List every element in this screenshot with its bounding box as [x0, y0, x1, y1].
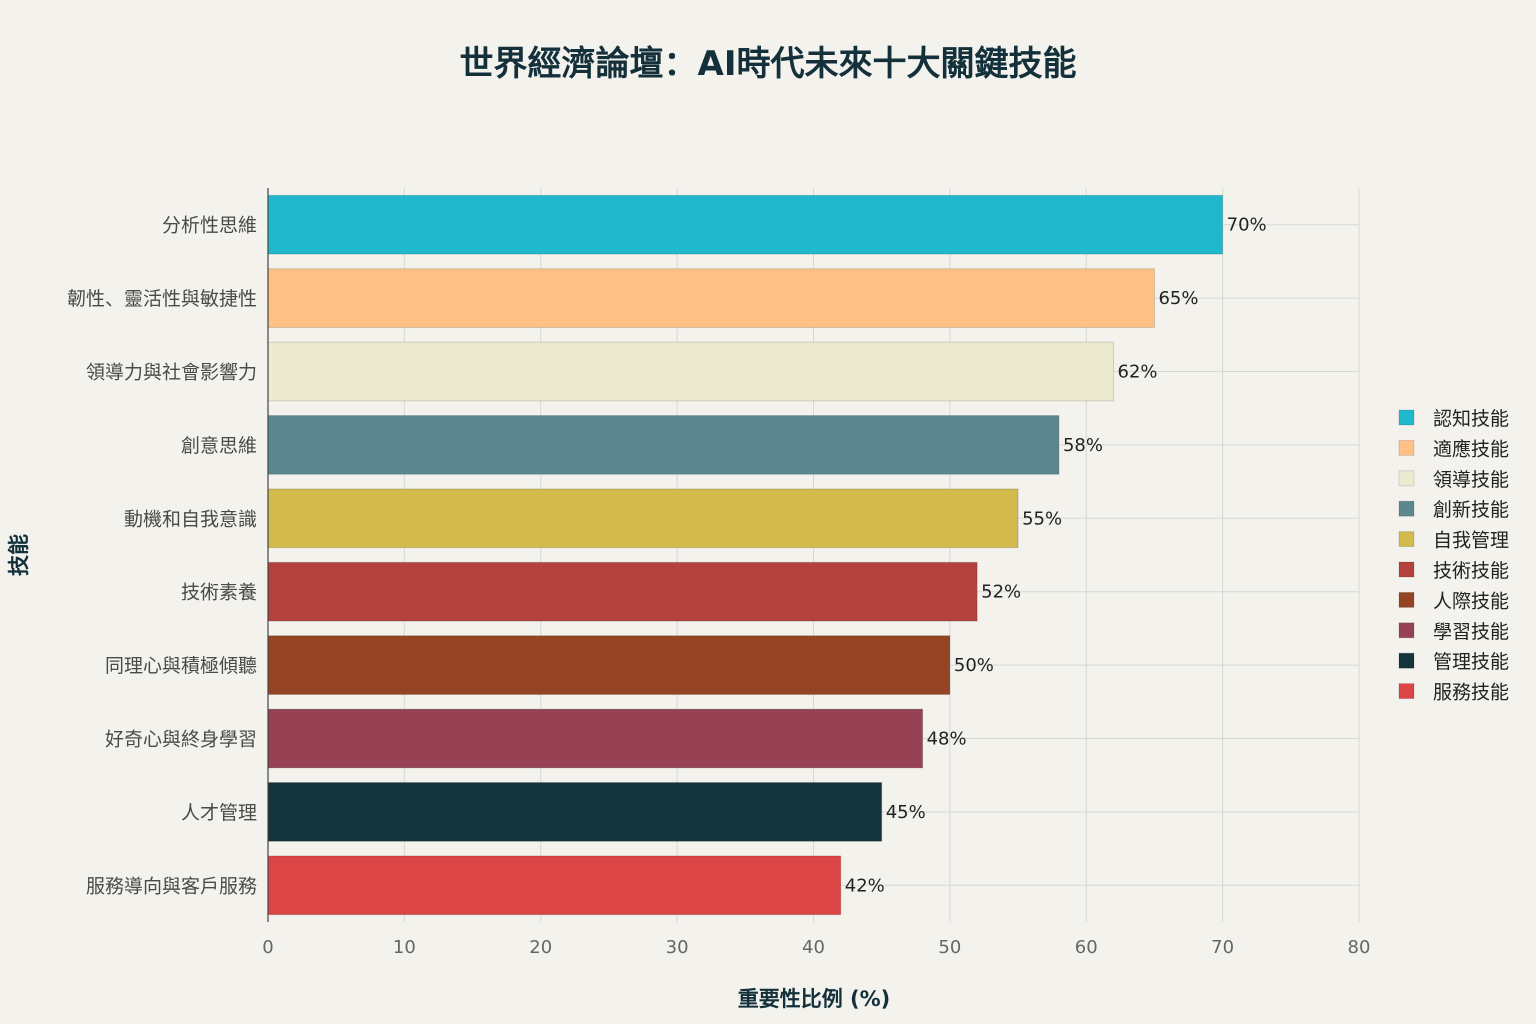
x-tick-label: 10 [393, 937, 416, 958]
x-tick-label: 70 [1211, 937, 1234, 958]
legend-swatch [1398, 591, 1415, 608]
legend-label: 認知技能 [1433, 408, 1509, 430]
legend-label: 學習技能 [1433, 621, 1509, 643]
category-label: 創意思維 [181, 435, 257, 457]
bar-value-label: 48% [927, 729, 967, 750]
legend-swatch [1398, 531, 1415, 548]
legend-item[interactable]: 創新技能 [1398, 499, 1509, 521]
category-label: 服務導向與客戶服務 [86, 875, 257, 897]
bar[interactable] [267, 855, 842, 916]
category-label: 分析性思維 [162, 215, 257, 237]
bar-value-label: 70% [1227, 215, 1267, 236]
y-axis-title: 技能 [7, 534, 31, 576]
category-label: 好奇心與終身學習 [105, 729, 257, 751]
bar[interactable] [267, 415, 1060, 475]
legend-item[interactable]: 認知技能 [1398, 408, 1509, 430]
legend-label: 管理技能 [1433, 651, 1509, 673]
legend-label: 領導技能 [1433, 469, 1509, 491]
x-tick-label: 20 [529, 937, 552, 958]
legend-swatch [1398, 409, 1415, 426]
chart-title: 世界經濟論壇：AI時代未來十大關鍵技能 [460, 44, 1077, 84]
legend-item[interactable]: 自我管理 [1398, 530, 1509, 552]
bar-value-label: 45% [886, 802, 926, 823]
axes: 分析性思維韌性、靈活性與敏捷性領導力與社會影響力創意思維動機和自我意識技術素養同… [67, 188, 1370, 958]
legend-item[interactable]: 技術技能 [1398, 560, 1509, 582]
category-label: 人才管理 [181, 802, 257, 824]
bar[interactable] [267, 268, 1155, 328]
bar-value-label: 65% [1158, 288, 1198, 309]
legend-swatch [1398, 561, 1415, 578]
bar-value-label: 62% [1118, 362, 1158, 383]
x-axis-title: 重要性比例 (%) [738, 987, 891, 1011]
legend-swatch [1398, 500, 1415, 517]
bar[interactable] [267, 488, 1019, 549]
category-label: 動機和自我意識 [124, 508, 257, 530]
bar-value-label: 50% [954, 655, 994, 676]
legend-item[interactable]: 適應技能 [1398, 437, 1509, 460]
category-label: 領導力與社會影響力 [86, 362, 257, 384]
legend-item[interactable]: 學習技能 [1398, 621, 1509, 643]
legend-swatch [1398, 683, 1415, 700]
bars: 70% 65% 62% 58% 55% 52% 50% 48% 45% 42% [267, 194, 1267, 916]
legend-item[interactable]: 服務技能 [1398, 682, 1509, 704]
legend-swatch [1398, 439, 1415, 456]
bar-value-label: 55% [1022, 508, 1062, 529]
bar[interactable] [267, 782, 883, 842]
bar[interactable] [267, 635, 951, 695]
x-tick-label: 40 [802, 937, 825, 958]
bar-value-label: 52% [981, 582, 1021, 603]
legend-item[interactable]: 領導技能 [1398, 469, 1509, 491]
legend-label: 自我管理 [1433, 530, 1509, 552]
legend-label: 創新技能 [1433, 499, 1509, 521]
category-label: 同理心與積極傾聽 [105, 655, 257, 677]
bar-value-label: 42% [845, 875, 885, 896]
legend-swatch [1398, 652, 1415, 669]
legend-item[interactable]: 管理技能 [1398, 651, 1509, 673]
category-label: 技術素養 [181, 582, 257, 604]
legend-label: 服務技能 [1433, 682, 1509, 704]
category-label: 韌性、靈活性與敏捷性 [67, 288, 257, 310]
x-tick-label: 60 [1075, 937, 1098, 958]
bar-value-label: 58% [1063, 435, 1103, 456]
bar[interactable] [267, 561, 978, 622]
legend-label: 適應技能 [1433, 437, 1509, 460]
legend-swatch [1398, 622, 1415, 639]
x-tick-label: 0 [262, 937, 273, 958]
legend-label: 人際技能 [1433, 590, 1509, 612]
bar[interactable] [267, 708, 924, 769]
legend-swatch [1398, 470, 1415, 487]
legend-item[interactable]: 人際技能 [1398, 590, 1509, 612]
bar[interactable] [267, 341, 1115, 402]
x-tick-label: 50 [938, 937, 961, 958]
x-tick-label: 30 [666, 937, 689, 958]
bar[interactable] [267, 194, 1224, 255]
legend-label: 技術技能 [1433, 560, 1509, 582]
x-tick-label: 80 [1348, 937, 1371, 958]
